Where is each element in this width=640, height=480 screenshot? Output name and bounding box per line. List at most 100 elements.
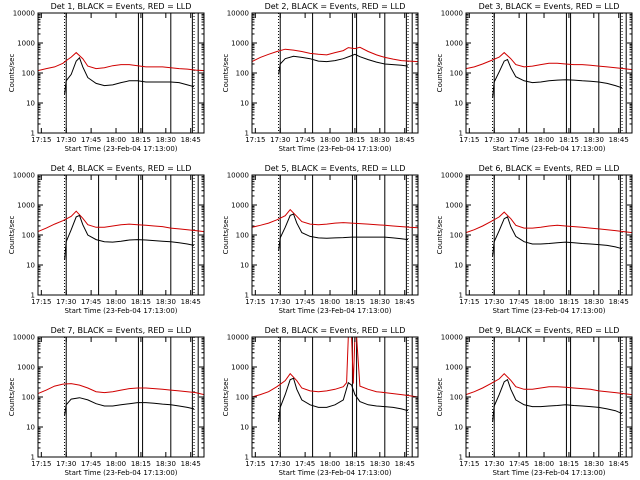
x-tick-label: 18:15 [345,298,365,306]
y-tick-label: 1000 [445,364,463,372]
x-tick-label: 17:30 [56,136,76,144]
x-tick-label: 18:45 [395,136,415,144]
x-tick-label: 18:15 [131,298,151,306]
panel-title: Det 9, BLACK = Events, RED = LLD [479,326,620,335]
x-axis-label: Start Time (23-Feb-04 17:13:00) [64,307,177,315]
events-rate-line [492,378,623,422]
x-tick-label: 17:15 [459,136,479,144]
y-axis-label: Counts/sec [8,54,16,93]
y-tick-label: 1 [459,454,463,462]
panel-title: Det 7, BLACK = Events, RED = LLD [51,326,192,335]
x-tick-label: 17:15 [31,136,51,144]
x-tick-label: 17:45 [81,136,101,144]
events-rate-line [278,213,409,251]
x-tick-label: 18:00 [534,460,554,468]
y-tick-label: 10 [26,100,35,108]
events-rate-line [492,58,623,98]
y-tick-label: 10000 [227,172,249,180]
y-axis-label: Counts/sec [222,378,230,417]
lld-rate-line [465,211,633,234]
lld-rate-line [465,51,633,71]
y-axis-label: Counts/sec [8,378,16,417]
x-tick-label: 18:15 [559,460,579,468]
x-tick-label: 17:45 [81,298,101,306]
y-axis-label: Counts/sec [436,216,444,255]
y-tick-label: 100 [236,394,249,402]
y-axis-label: Counts/sec [222,216,230,255]
x-tick-label: 18:45 [609,136,629,144]
x-tick-label: 18:00 [320,136,340,144]
y-tick-label: 1 [31,292,35,300]
y-tick-label: 100 [236,70,249,78]
x-tick-label: 18:15 [559,298,579,306]
x-axis-label: Start Time (23-Feb-04 17:13:00) [492,469,605,477]
x-tick-label: 18:00 [320,298,340,306]
x-tick-label: 18:45 [395,460,415,468]
x-tick-label: 17:45 [81,460,101,468]
x-tick-label: 17:30 [270,136,290,144]
detector-panel-3: 1 10 100 1000 10000 17:15 17:30 17:45 18:00 18:15… [436,2,633,153]
panel-title: Det 1, BLACK = Events, RED = LLD [51,2,192,11]
y-tick-label: 1000 [445,202,463,210]
y-tick-label: 1000 [231,40,249,48]
y-tick-label: 10000 [13,172,35,180]
events-rate-line [278,53,409,75]
y-tick-label: 10000 [13,10,35,18]
detector-panel-7: 1 10 100 1000 10000 17:15 17:30 17:45 18:00 18:15… [8,326,205,477]
y-axis-label: Counts/sec [436,378,444,417]
panel-title: Det 3, BLACK = Events, RED = LLD [479,2,620,11]
x-tick-label: 18:30 [584,460,604,468]
y-tick-label: 10 [240,262,249,270]
detector-panel-8: 1 10 100 1000 10000 17:15 17:30 17:45 18:00 18:15… [222,326,419,477]
plot-frame [37,12,205,134]
x-tick-label: 18:15 [131,136,151,144]
plot-frame [37,174,205,296]
panel-title: Det 8, BLACK = Events, RED = LLD [265,326,406,335]
detector-panel-6: 1 10 100 1000 10000 17:15 17:30 17:45 18:00 18:15… [436,164,633,315]
x-tick-label: 18:30 [156,460,176,468]
y-tick-label: 10 [26,262,35,270]
x-tick-label: 17:45 [509,136,529,144]
lld-rate-line [465,372,633,396]
x-tick-label: 17:30 [56,298,76,306]
y-tick-label: 100 [450,394,463,402]
plot-frame [465,12,633,134]
y-tick-label: 1000 [231,202,249,210]
x-tick-label: 17:30 [56,460,76,468]
x-tick-label: 18:45 [181,460,201,468]
y-tick-label: 1000 [445,40,463,48]
detector-panel-1: 1 10 100 1000 10000 17:15 17:30 17:45 18:00 18:15… [8,2,205,153]
x-tick-label: 18:30 [156,136,176,144]
x-axis-label: Start Time (23-Feb-04 17:13:00) [278,469,391,477]
detector-panel-2: 1 10 100 1000 10000 17:15 17:30 17:45 18:00 18:15… [222,2,419,153]
x-tick-label: 17:15 [245,460,265,468]
x-tick-label: 18:00 [534,298,554,306]
x-tick-label: 18:15 [559,136,579,144]
y-tick-label: 1 [31,454,35,462]
panel-title: Det 2, BLACK = Events, RED = LLD [265,2,406,11]
lld-rate-line [37,383,205,396]
y-axis-label: Counts/sec [436,54,444,93]
detector-panel-4: 1 10 100 1000 10000 17:15 17:30 17:45 18:00 18:15… [8,164,205,315]
plot-frame [251,12,419,134]
x-tick-label: 18:00 [106,460,126,468]
x-tick-label: 17:30 [270,298,290,306]
y-tick-label: 1 [245,454,249,462]
x-tick-label: 18:00 [534,136,554,144]
lld-rate-line [251,336,419,398]
detector-panel-9: 1 10 100 1000 10000 17:15 17:30 17:45 18:00 18:15… [436,326,633,477]
x-tick-label: 17:30 [270,460,290,468]
plot-frame [251,336,419,458]
x-tick-label: 17:15 [245,136,265,144]
x-axis-label: Start Time (23-Feb-04 17:13:00) [278,145,391,153]
x-tick-label: 17:15 [459,460,479,468]
x-tick-label: 17:45 [295,460,315,468]
x-tick-label: 18:45 [181,298,201,306]
y-tick-label: 10000 [441,10,463,18]
plot-frame [465,336,633,458]
y-tick-label: 100 [450,70,463,78]
x-tick-label: 18:30 [584,298,604,306]
x-tick-label: 17:15 [31,298,51,306]
plot-frame [37,336,205,458]
